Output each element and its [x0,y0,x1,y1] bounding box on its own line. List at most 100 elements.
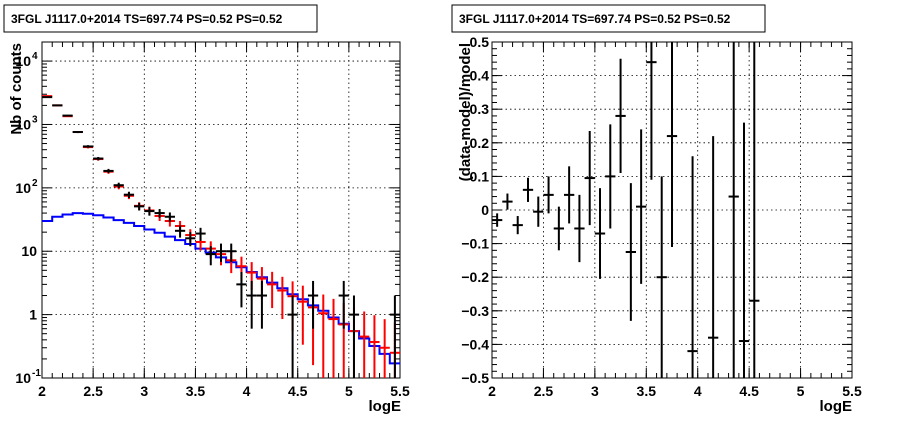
counts-model-point [369,315,380,378]
counts-data-point [42,96,53,99]
counts-title: 3FGL J1117.0+2014 TS=697.74 PS=0.52 PS=0… [11,12,283,26]
counts-x-tick-label: 3.5 [186,383,206,399]
residual-point [646,42,657,180]
residual-point [615,58,626,174]
residuals-panel: 3FGL J1117.0+2014 TS=697.74 PS=0.52 PS=0… [451,4,862,415]
counts-data-point [164,212,175,222]
residual-point [543,176,554,214]
residual-point [708,136,719,378]
counts-model-point [267,271,278,309]
residuals-y-tick-label: 0.3 [470,101,490,117]
counts-x-axis-label: logE [369,398,402,415]
residual-point [738,122,750,378]
counts-panel: 3FGL J1117.0+2014 TS=697.74 PS=0.52 PS=0… [3,4,410,415]
residuals-x-tick-label: 5 [797,383,805,399]
counts-y-tick-label: 1 [29,307,37,323]
counts-y-tick-label: 10 [15,116,31,132]
residual-point [687,156,698,378]
counts-y-tick-exponent: 2 [32,178,38,189]
counts-x-tick-label: 3 [140,383,148,399]
counts-y-tick-label: 10 [15,370,31,386]
residual-point [749,42,760,378]
residuals-y-tick-label: 0 [481,202,489,218]
counts-data-point [103,168,114,174]
residual-point [533,196,544,227]
counts-data-point [389,295,400,378]
residuals-title-box [451,4,766,33]
residual-point [522,177,534,202]
counts-data-point [226,243,237,262]
residual-point [728,42,739,378]
counts-plot-frame [41,41,401,379]
residuals-x-tick-label: 4.5 [739,383,759,399]
counts-y-tick-exponent: 3 [32,114,38,125]
residual-point [564,166,575,224]
residual-point [553,206,564,251]
counts-y-axis-label: Nb of counts [8,43,25,135]
counts-data-point [62,114,73,117]
counts-data-point [215,243,227,262]
counts-x-tick-label: 5 [345,383,353,399]
residuals-y-tick-label: 0.2 [470,135,490,151]
residual-point [636,129,647,284]
counts-model-point [318,294,329,378]
counts-data-point [52,104,63,107]
counts-data-point [307,280,319,329]
counts-title-box [3,4,318,33]
counts-data-point [174,225,186,238]
counts-x-tick-label: 2.5 [83,383,103,399]
counts-data-point [195,227,206,241]
residual-point [502,193,513,210]
counts-data-point [246,280,257,329]
counts-y-tick-label: 10 [21,243,37,259]
residuals-y-tick-label: 0.4 [470,68,490,84]
counts-data-point [134,202,145,211]
counts-model-histogram [42,212,400,365]
counts-model-point [379,319,390,378]
residual-point [625,183,636,321]
residual-point [666,42,678,247]
counts-data-point [93,156,104,161]
residuals-y-tick-label: −0.5 [461,370,489,386]
counts-data-point [82,145,94,148]
residual-point [656,176,667,378]
counts-x-tick-label: 4.5 [288,383,308,399]
residuals-title: 3FGL J1117.0+2014 TS=697.74 PS=0.52 PS=0… [459,12,731,26]
residual-point [574,194,585,263]
counts-model-point [328,298,339,378]
counts-y-tick-exponent: 4 [32,51,38,62]
counts-data-point [256,280,268,329]
counts-x-tick-label: 2 [38,383,46,399]
counts-data-point [287,295,298,378]
counts-data-point [72,131,83,134]
counts-y-tick-label: 10 [15,180,31,196]
counts-model-point [297,285,308,345]
counts-y-tick-exponent: -1 [32,368,41,379]
residuals-y-tick-label: −0.4 [461,336,489,352]
residuals-x-tick-label: 3 [591,383,599,399]
residuals-x-tick-label: 3.5 [637,383,657,399]
residual-point [512,216,523,235]
residual-point [605,124,616,229]
residuals-y-axis-label: (data-model)/model [457,43,474,181]
counts-data-point [185,232,196,247]
counts-data-point [113,182,124,188]
residuals-y-tick-label: 0.1 [470,168,490,184]
residuals-x-tick-label: 4 [694,383,702,399]
residual-point [492,213,503,227]
residuals-y-tick-label: −0.1 [461,236,489,252]
residual-point [584,131,595,226]
counts-model-point [277,276,288,320]
residuals-x-axis-label: logE [820,398,853,415]
counts-x-tick-label: 4 [243,383,251,399]
counts-x-tick-label: 5.5 [390,383,410,399]
counts-data-point [348,295,360,378]
residuals-x-tick-label: 5.5 [842,383,862,399]
residuals-x-tick-label: 2.5 [534,383,554,399]
counts-data-point [236,272,247,308]
counts-data-point [205,246,216,266]
counts-model-point [359,311,370,378]
residual-point [594,188,606,279]
counts-data-point [154,209,165,218]
